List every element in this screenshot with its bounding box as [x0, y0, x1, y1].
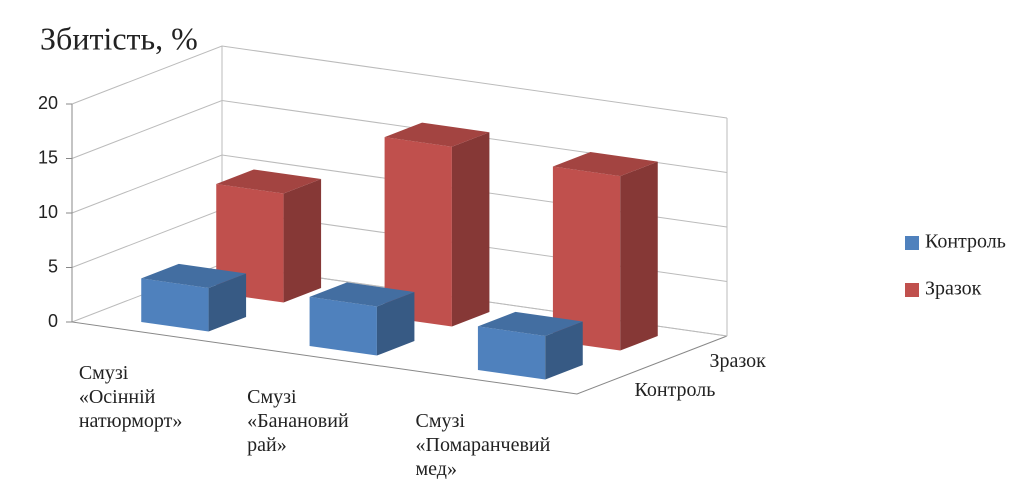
bar-front — [552, 166, 621, 351]
bar-top — [216, 169, 322, 194]
x-tick-label: Смузі — [247, 386, 297, 408]
depth-tick-label: Контроль — [635, 379, 716, 401]
legend-swatch — [905, 236, 919, 250]
bar-top — [141, 263, 247, 288]
bar-front — [384, 137, 452, 327]
chart-title: Збитість, % — [40, 20, 198, 56]
bar-side — [545, 321, 583, 380]
bar — [552, 152, 658, 351]
x-tick-label: рай» — [247, 434, 287, 456]
axis-line — [71, 104, 728, 395]
bar-top — [384, 122, 490, 147]
y-tick-label: 0 — [48, 311, 58, 331]
bar-top — [477, 311, 583, 336]
bar-front — [309, 296, 377, 356]
y-tick-label: 5 — [48, 256, 58, 276]
x-tick-label: «Помаранчевий — [416, 434, 551, 456]
x-tick-label: мед» — [416, 458, 457, 480]
x-tick-label: «Банановий — [247, 410, 349, 432]
bar-front — [477, 326, 546, 380]
bar-front — [141, 278, 209, 332]
legend-label: Зразок — [925, 278, 982, 300]
grid-line — [71, 45, 728, 119]
bar-top — [309, 282, 415, 307]
bar-side — [208, 273, 247, 332]
bar — [141, 263, 247, 332]
x-tick-label: Смузі — [416, 410, 466, 432]
bar-side — [451, 132, 490, 327]
depth-tick-label: Зразок — [710, 350, 767, 372]
y-tick-label: 15 — [38, 147, 58, 167]
bar — [309, 282, 415, 356]
legend-label: Контроль — [925, 231, 1006, 253]
bar-side — [620, 161, 658, 351]
bar — [477, 311, 583, 380]
x-tick-label: натюрморт» — [79, 410, 183, 432]
bar-side — [376, 292, 415, 356]
bar — [216, 169, 322, 303]
x-tick-label: «Осінній — [79, 386, 156, 408]
x-tick-label: Смузі — [79, 362, 129, 384]
legend-swatch — [905, 283, 919, 297]
bar — [384, 122, 490, 327]
bar-side — [283, 179, 322, 303]
bar-top — [552, 152, 658, 177]
y-tick-label: 20 — [38, 93, 58, 113]
y-tick-label: 10 — [38, 202, 58, 222]
